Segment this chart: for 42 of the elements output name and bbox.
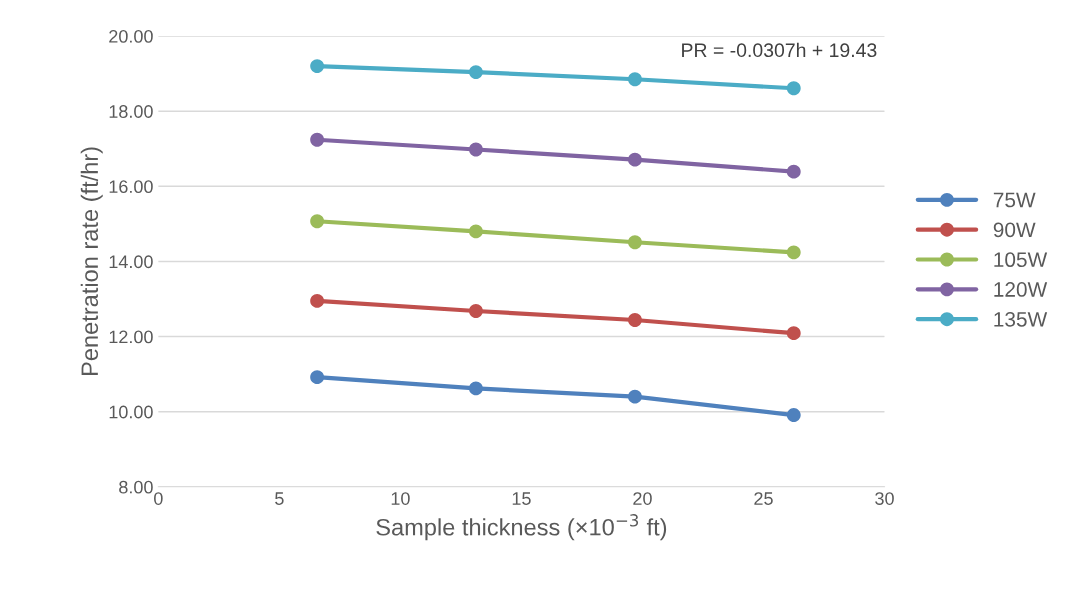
- x-tick-label: 10: [391, 492, 410, 505]
- point: [628, 389, 642, 404]
- point: [628, 72, 642, 87]
- point: [786, 164, 801, 179]
- legend-label: 90W: [993, 222, 1036, 238]
- x-tick-label: 30: [875, 492, 894, 505]
- point: [310, 214, 325, 229]
- legend-label: 135W: [994, 311, 1048, 327]
- point: [628, 313, 642, 327]
- legend-label: 105W: [994, 252, 1048, 268]
- y-tick-label: 8.00: [119, 480, 153, 494]
- y-tick-label: 14.00: [109, 255, 153, 269]
- point: [310, 132, 325, 147]
- x-tick-label: 15: [512, 492, 531, 505]
- point: [786, 326, 801, 341]
- legend-label: 120W: [994, 282, 1048, 297]
- point: [468, 304, 483, 318]
- y-tick-label: 10.00: [109, 405, 153, 419]
- point: [310, 370, 325, 385]
- y-tick-label: 20.00: [109, 29, 153, 43]
- y-axis-title: Penetration rate (ft/hr): [80, 147, 103, 375]
- x-tick-label: 5: [275, 492, 284, 505]
- point: [310, 59, 325, 74]
- legend-label: 75W: [993, 192, 1036, 208]
- point: [310, 293, 325, 308]
- x-axis-title: Sample thickness (×10$^{−3}$ ft): [376, 514, 667, 541]
- x-tick-label: 0: [154, 492, 163, 505]
- point: [468, 65, 483, 80]
- point: [628, 152, 642, 167]
- point: [628, 235, 642, 250]
- point: [786, 81, 801, 96]
- y-tick-label: 18.00: [109, 105, 153, 118]
- point: [468, 142, 483, 157]
- point: [468, 381, 483, 396]
- x-tick-label: 25: [754, 492, 773, 505]
- point: [786, 245, 801, 260]
- y-tick-label: 16.00: [109, 180, 153, 194]
- x-tick-label: 20: [633, 492, 652, 505]
- point: [786, 408, 801, 423]
- annotation: PR = -0.0307h + 19.43: [682, 42, 877, 58]
- y-tick-label: 12.00: [109, 330, 153, 344]
- point: [468, 224, 483, 239]
